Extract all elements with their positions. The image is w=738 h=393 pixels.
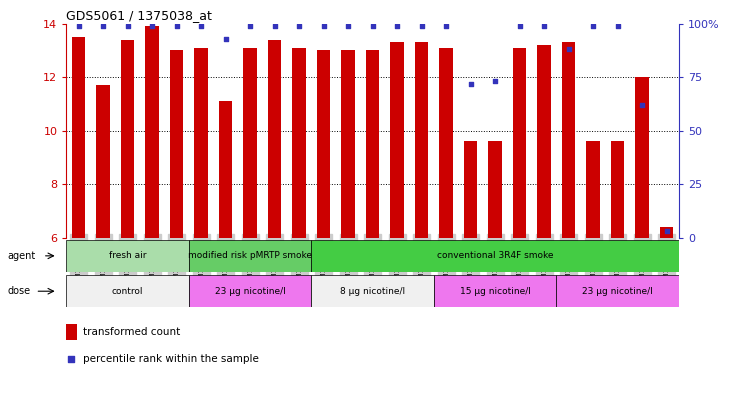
Point xyxy=(563,46,575,52)
Bar xyxy=(342,50,355,238)
Point xyxy=(73,22,85,29)
Point xyxy=(441,22,452,29)
Bar xyxy=(268,40,281,238)
Bar xyxy=(439,48,453,238)
Point xyxy=(220,35,232,42)
Bar xyxy=(317,50,331,238)
Bar xyxy=(292,48,306,238)
Bar xyxy=(660,227,674,238)
Bar xyxy=(464,141,477,238)
Bar xyxy=(611,141,624,238)
Text: GDS5061 / 1375038_at: GDS5061 / 1375038_at xyxy=(66,9,213,22)
Bar xyxy=(556,275,679,307)
Bar xyxy=(489,141,502,238)
Text: 23 μg nicotine/l: 23 μg nicotine/l xyxy=(582,287,653,296)
Bar xyxy=(513,48,526,238)
Bar xyxy=(311,275,434,307)
Bar xyxy=(311,240,679,272)
Point xyxy=(97,22,109,29)
Bar xyxy=(244,48,257,238)
Bar xyxy=(194,48,208,238)
Point xyxy=(465,81,477,87)
Point xyxy=(293,22,305,29)
Text: 23 μg nicotine/l: 23 μg nicotine/l xyxy=(215,287,286,296)
Point xyxy=(587,22,599,29)
Text: percentile rank within the sample: percentile rank within the sample xyxy=(83,354,258,364)
Bar xyxy=(537,45,551,238)
Point xyxy=(612,22,624,29)
Bar xyxy=(66,324,77,340)
Point xyxy=(415,22,427,29)
Text: 8 μg nicotine/l: 8 μg nicotine/l xyxy=(340,287,405,296)
Bar xyxy=(635,77,649,238)
Point xyxy=(367,22,379,29)
Bar xyxy=(415,42,429,238)
Point xyxy=(391,22,403,29)
Point xyxy=(342,22,354,29)
Bar xyxy=(66,240,189,272)
Bar xyxy=(72,37,86,238)
Text: conventional 3R4F smoke: conventional 3R4F smoke xyxy=(437,252,554,260)
Bar xyxy=(434,275,556,307)
Bar xyxy=(219,101,232,238)
Bar xyxy=(189,275,311,307)
Bar xyxy=(97,85,110,238)
Bar xyxy=(145,26,159,238)
Bar xyxy=(121,40,134,238)
Text: transformed count: transformed count xyxy=(83,327,180,337)
Point xyxy=(514,22,525,29)
Bar xyxy=(587,141,600,238)
Bar xyxy=(170,50,184,238)
Point xyxy=(146,22,158,29)
Text: dose: dose xyxy=(7,286,30,296)
Point xyxy=(170,22,182,29)
Text: fresh air: fresh air xyxy=(109,252,146,260)
Point xyxy=(122,22,134,29)
Point xyxy=(489,78,501,84)
Point xyxy=(318,22,330,29)
Point xyxy=(196,22,207,29)
Bar xyxy=(390,42,404,238)
Point xyxy=(636,102,648,108)
Point xyxy=(661,228,672,235)
Text: control: control xyxy=(112,287,143,296)
Text: 15 μg nicotine/l: 15 μg nicotine/l xyxy=(460,287,531,296)
Bar xyxy=(66,275,189,307)
Text: agent: agent xyxy=(7,251,35,261)
Bar xyxy=(562,42,576,238)
Point xyxy=(269,22,280,29)
Point xyxy=(538,22,550,29)
Point xyxy=(66,356,77,362)
Bar xyxy=(366,50,379,238)
Bar xyxy=(189,240,311,272)
Point xyxy=(244,22,256,29)
Text: modified risk pMRTP smoke: modified risk pMRTP smoke xyxy=(188,252,312,260)
